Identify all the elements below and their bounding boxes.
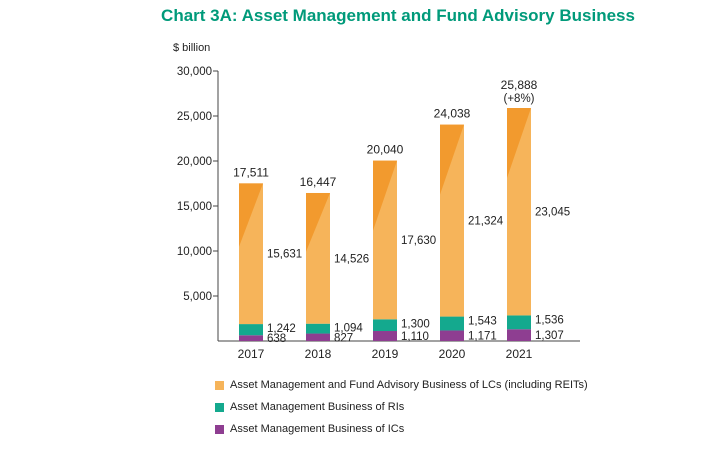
x-tick-label: 2020 [439, 347, 466, 361]
total-label: 16,447 [300, 175, 337, 189]
y-tick-label: 20,000 [177, 156, 212, 168]
y-tick-label: 30,000 [177, 66, 212, 78]
bar-segment [239, 324, 263, 336]
data-label-ics: 827 [334, 332, 353, 344]
total-label: 25,888 [501, 78, 538, 92]
total-label: 20,040 [367, 143, 404, 157]
y-tick-label: 5,000 [183, 291, 212, 303]
total-label: 17,511 [233, 165, 269, 179]
legend-label-lcs: Asset Management and Fund Advisory Busin… [230, 379, 588, 391]
legend-label-ics: Asset Management Business of ICs [230, 423, 405, 435]
bar-segment [440, 316, 464, 331]
data-label-lcs: 21,324 [468, 216, 504, 228]
data-label-ics: 638 [267, 333, 286, 345]
bar-accent [239, 183, 263, 247]
data-label-ris: 1,300 [401, 318, 430, 330]
legend-item-ics: Asset Management Business of ICs [215, 418, 588, 440]
x-tick-label: 2019 [372, 347, 399, 361]
x-tick-label: 2018 [305, 347, 332, 361]
bar-segment [373, 319, 397, 332]
data-label-lcs: 15,631 [267, 249, 302, 261]
legend-swatch-ics [215, 424, 224, 434]
bar-segment [373, 331, 397, 341]
bar-accent [306, 192, 330, 252]
bar-accent [507, 108, 531, 179]
bar-segment [507, 315, 531, 330]
y-tick-label: 25,000 [177, 111, 212, 123]
bar-segment [239, 335, 263, 341]
legend-label-ris: Asset Management Business of RIs [230, 401, 405, 413]
y-tick-label: 10,000 [177, 246, 212, 258]
data-label-lcs: 17,630 [401, 235, 436, 247]
bar-segment [440, 330, 464, 341]
chart-legend: Asset Management and Fund Advisory Busin… [215, 374, 588, 440]
bar-segment [507, 329, 531, 341]
legend-item-lcs: Asset Management and Fund Advisory Busin… [215, 374, 588, 396]
data-label-ris: 1,094 [334, 323, 363, 335]
legend-swatch-ris [215, 402, 224, 412]
growth-annotation: (+8%) [504, 93, 535, 105]
x-tick-label: 2017 [238, 347, 265, 361]
legend-swatch-lcs [215, 380, 224, 390]
data-label-lcs: 23,045 [535, 207, 570, 219]
bar-segment [306, 323, 330, 334]
data-label-ris: 1,242 [267, 323, 296, 335]
legend-item-ris: Asset Management Business of RIs [215, 396, 588, 418]
bar-accent [440, 124, 464, 195]
y-tick-label: 15,000 [177, 201, 212, 213]
y-axis-label: $ billion [173, 42, 210, 54]
data-label-lcs: 14,526 [334, 253, 369, 265]
data-label-ics: 1,110 [401, 331, 429, 343]
bar-accent [373, 160, 397, 231]
total-label: 24,038 [434, 107, 471, 121]
data-label-ris: 1,536 [535, 314, 564, 326]
data-label-ics: 1,171 [468, 331, 497, 343]
data-label-ris: 1,543 [468, 316, 497, 328]
x-tick-label: 2021 [506, 347, 533, 361]
data-label-ics: 1,307 [535, 330, 564, 342]
chart-title: Chart 3A: Asset Management and Fund Advi… [161, 6, 635, 25]
bar-segment [306, 333, 330, 341]
stacked-bar-chart: $ billion 5,000 10,000 15,000 20,000 25,000 30… [173, 42, 580, 361]
